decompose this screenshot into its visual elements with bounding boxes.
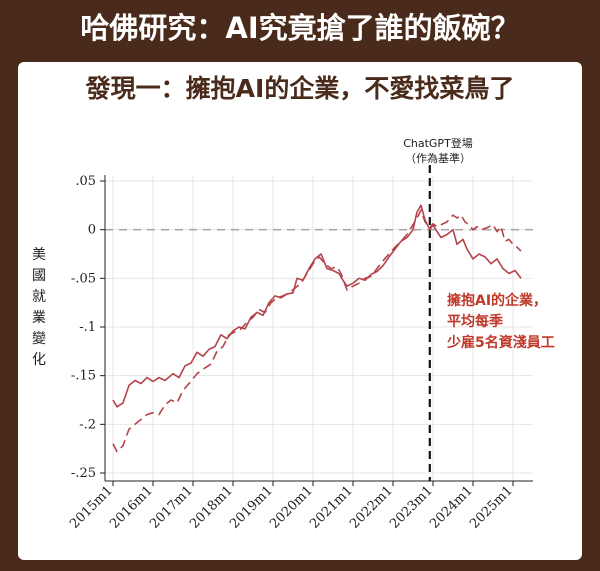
x-tick-label: 2024m1 (427, 483, 476, 532)
ai-adopter-callout: 擁抱AI的企業， 平均每季 少雇5名資淺員工 (447, 291, 597, 354)
callout-line-2: 平均每季 (447, 314, 503, 330)
series-line-solid (112, 204, 522, 408)
y-tick-label: 0 (88, 223, 96, 238)
x-tick-label: 2018m1 (187, 483, 236, 532)
y-tick-label: -.25 (71, 466, 96, 481)
y-tick-label: -.15 (71, 369, 96, 384)
callout-line-3: 少雇5名資淺員工 (447, 335, 555, 351)
x-tick-label: 2019m1 (227, 483, 276, 532)
y-axis-label: 美國就業變化 (32, 247, 46, 368)
x-tick-label: 2020m1 (267, 483, 316, 532)
annotation-line-2: （作為基準） (405, 152, 471, 165)
chart-panel (18, 62, 582, 560)
chatgpt-annotation: ChatGPT登場 （作為基準） (383, 136, 493, 166)
annotation-line-1: ChatGPT登場 (403, 137, 473, 150)
x-tick-label: 2021m1 (307, 483, 356, 532)
x-tick-label: 2023m1 (387, 483, 436, 532)
x-tick-label: 2016m1 (107, 483, 156, 532)
page-title: 哈佛研究：AI究竟搶了誰的飯碗？ (80, 11, 520, 45)
x-tick-label: 2025m1 (467, 483, 516, 532)
y-tick-label: -.1 (79, 320, 96, 335)
y-tick-label: .05 (75, 174, 96, 189)
series-line-dashed (112, 209, 522, 453)
x-tick-label: 2017m1 (147, 483, 196, 532)
chart-subtitle: 發現一：擁抱AI的企業，不愛找菜鳥了 (85, 74, 515, 103)
y-tick-label: -.05 (71, 271, 96, 286)
y-tick-label: -.2 (79, 417, 96, 432)
x-tick-label: 2022m1 (347, 483, 396, 532)
x-tick-label: 2015m1 (67, 483, 116, 532)
callout-line-1: 擁抱AI的企業， (447, 293, 548, 309)
